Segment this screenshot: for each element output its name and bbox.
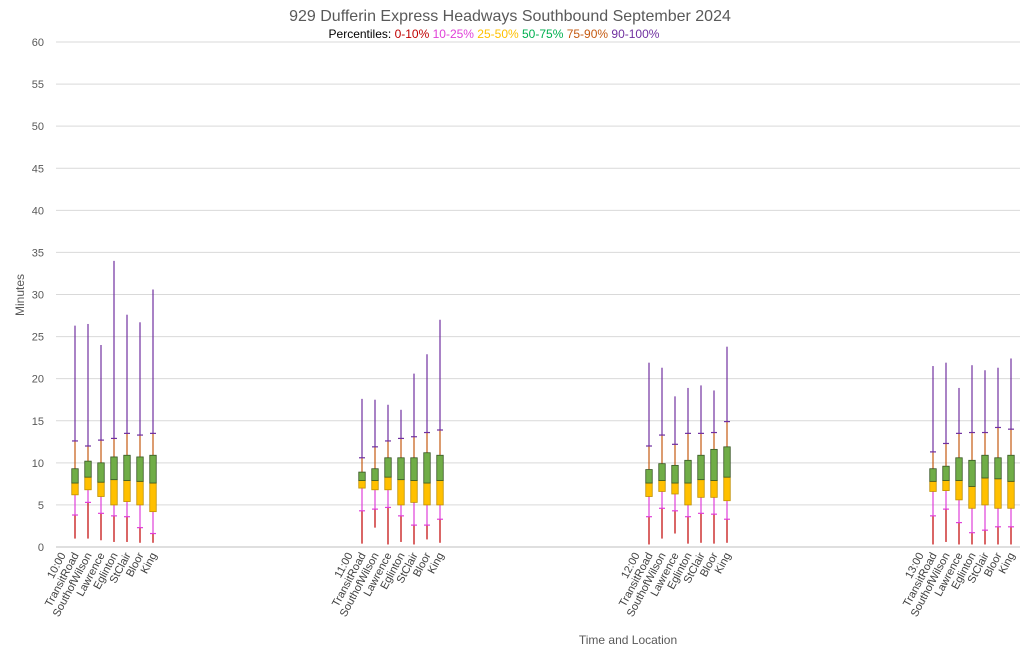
box-25-50 [1007,480,1015,509]
box-50-75 [71,468,79,484]
box-25-50 [723,476,731,502]
box-50-75 [929,468,937,482]
box-50-75 [994,457,1002,480]
box-25-50 [97,481,105,497]
box-25-50 [423,482,431,506]
y-tick-label: 25 [32,332,44,344]
box-25-50 [645,482,653,497]
box-50-75 [358,471,366,481]
box-50-75 [1007,454,1015,482]
legend-entry: 75-90% [567,27,612,41]
box-50-75 [371,468,379,481]
box-50-75 [710,448,718,481]
box-25-50 [397,479,405,506]
box-25-50 [942,480,950,492]
box-50-75 [123,454,131,481]
box-50-75 [645,469,653,484]
box-25-50 [981,477,989,506]
box-50-75 [942,465,950,481]
y-axis-ticks: 0 5 10 15 20 25 30 35 40 45 50 55 60 [32,37,44,554]
box-50-75 [423,452,431,484]
box-50-75 [410,457,418,481]
chart-title: 929 Dufferin Express Headways Southbound… [289,8,731,25]
y-tick-label: 10 [32,458,44,470]
legend-label: Percentiles: [329,27,395,41]
x-axis-title: Time and Location [579,633,677,647]
box-25-50 [994,478,1002,509]
y-tick-label: 0 [38,542,44,554]
box-50-75 [723,446,731,478]
box-25-50 [710,480,718,498]
y-tick-label: 50 [32,121,44,133]
box-25-50 [371,480,379,491]
box-25-50 [684,482,692,506]
y-tick-label: 5 [38,500,44,512]
box-25-50 [671,482,679,495]
box-25-50 [358,480,366,489]
legend: Percentiles: 0-10% 10-25% 25-50% 50-75% … [329,27,660,41]
box-25-50 [149,482,157,513]
box-25-50 [84,476,92,491]
box-25-50 [697,479,705,498]
y-tick-label: 15 [32,416,44,428]
box-50-75 [110,456,118,481]
box-50-75 [684,459,692,484]
legend-entry: 25-50% [477,27,522,41]
y-tick-label: 40 [32,205,44,217]
legend-entry: 50-75% [522,27,567,41]
box-50-75 [436,454,444,481]
x-axis-labels: 10:00TransitRoadSouthofWilsonLawrenceEgl… [43,550,1018,619]
box-25-50 [410,480,418,503]
y-axis-title: Minutes [13,274,27,316]
box-50-75 [397,457,405,481]
box-25-50 [929,480,937,492]
box-25-50 [384,476,392,491]
box-25-50 [968,485,976,509]
y-tick-label: 55 [32,79,44,91]
box-50-75 [955,457,963,481]
box-50-75 [84,460,92,478]
box-50-75 [149,454,157,484]
legend-entry: 0-10% [395,27,433,41]
y-tick-label: 60 [32,37,44,49]
box-50-75 [671,464,679,484]
box-25-50 [136,480,144,506]
box-layer [71,260,1015,545]
box-25-50 [110,479,118,506]
box-25-50 [955,480,963,501]
grid-layer [56,41,1020,548]
box-25-50 [71,482,79,496]
legend-entry: 90-100% [611,27,659,41]
box-50-75 [981,454,989,479]
box-50-75 [384,457,392,478]
y-tick-label: 30 [32,290,44,302]
y-tick-label: 20 [32,374,44,386]
legend-entry: 10-25% [433,27,478,41]
box-50-75 [697,454,705,481]
box-50-75 [968,459,976,487]
y-tick-label: 35 [32,247,44,259]
box-50-75 [658,463,666,481]
box-25-50 [123,480,131,502]
box-25-50 [436,480,444,506]
box-25-50 [658,480,666,492]
box-50-75 [97,462,105,483]
y-tick-label: 45 [32,163,44,175]
box-50-75 [136,456,144,482]
